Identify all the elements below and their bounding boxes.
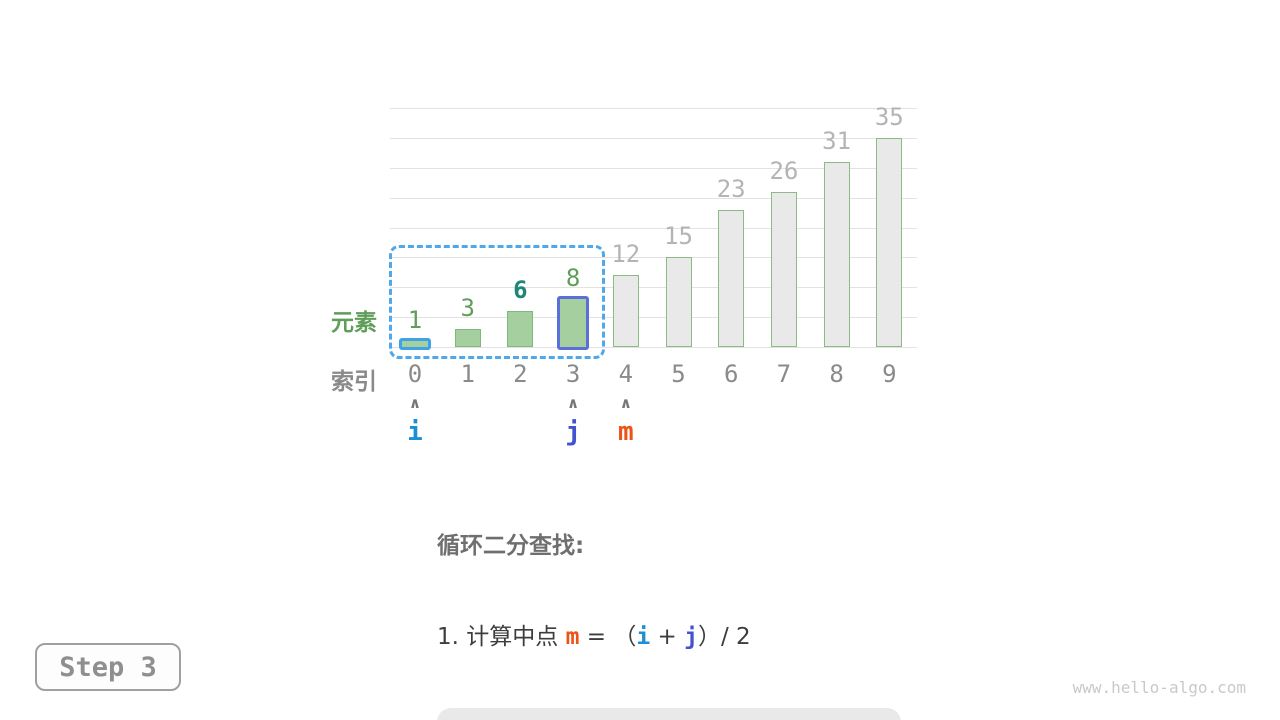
bar-value-label: 26 bbox=[769, 157, 799, 185]
bar-index-5 bbox=[665, 257, 692, 347]
index-label: 9 bbox=[882, 360, 897, 388]
caption-block: 循环二分查找: 1. 计算中点 m = （i + j）/ 2 2. ∵ nums… bbox=[437, 494, 901, 720]
grid-line bbox=[390, 198, 917, 199]
bar-value-label: 1 bbox=[407, 306, 423, 334]
step-badge: Step 3 bbox=[35, 643, 181, 691]
index-axis-label: 索引 bbox=[331, 369, 377, 395]
bar-index-1 bbox=[454, 329, 481, 347]
step1-text-mid1: = （ bbox=[579, 624, 637, 650]
bar-index-9 bbox=[876, 138, 903, 347]
bar-index-6 bbox=[718, 210, 745, 347]
bar-value-label: 35 bbox=[874, 103, 904, 131]
index-label: 7 bbox=[776, 360, 792, 388]
caption-heading: 循环二分查找: bbox=[437, 533, 585, 559]
bar-index-8 bbox=[823, 162, 850, 347]
index-label: 6 bbox=[723, 360, 739, 388]
step1-text-mid2: + bbox=[650, 624, 685, 650]
grid-line bbox=[390, 108, 917, 109]
index-label: 8 bbox=[829, 360, 844, 388]
grid-line bbox=[390, 138, 917, 139]
step1-text-suffix: ）/ 2 bbox=[697, 624, 751, 650]
bar-index-0 bbox=[399, 338, 431, 350]
index-label: 4 bbox=[618, 360, 634, 388]
index-label: 2 bbox=[513, 360, 528, 388]
bar-index-4 bbox=[612, 275, 639, 347]
bar-value-label: 6 bbox=[513, 276, 528, 304]
bar-index-7 bbox=[770, 192, 797, 347]
index-label: 1 bbox=[460, 360, 475, 388]
grid-line bbox=[390, 257, 917, 258]
j-pointer-caret-icon: ∧ bbox=[567, 394, 580, 412]
bar-value-label: 15 bbox=[664, 222, 693, 250]
i-pointer-token: i bbox=[636, 624, 651, 650]
i-pointer-caret-icon: ∧ bbox=[408, 394, 422, 412]
i-pointer-label: i bbox=[407, 417, 423, 447]
step1-text-prefix: 1. 计算中点 bbox=[437, 624, 566, 650]
j-pointer-token: j bbox=[684, 624, 698, 650]
bar-value-label: 12 bbox=[611, 240, 641, 268]
bar-index-2 bbox=[507, 311, 534, 347]
caption-step2-box: 2. ∵ nums[m] > target ∴ 执行 j = m − 1 缩小搜… bbox=[437, 708, 901, 720]
bar-value-label: 3 bbox=[460, 294, 475, 322]
m-pointer-token: m bbox=[565, 624, 580, 650]
bar-index-3 bbox=[557, 296, 590, 350]
watermark: www.hello-algo.com bbox=[1072, 678, 1246, 697]
index-label: 3 bbox=[565, 360, 581, 388]
index-label: 5 bbox=[671, 360, 686, 388]
j-pointer-label: j bbox=[565, 417, 581, 447]
index-label: 0 bbox=[407, 360, 423, 388]
m-pointer-caret-icon: ∧ bbox=[619, 394, 632, 412]
search-range-box bbox=[389, 245, 606, 359]
caption-step1: 1. 计算中点 m = （i + j）/ 2 bbox=[437, 622, 901, 652]
grid-line bbox=[390, 347, 917, 348]
bar-value-label: 31 bbox=[822, 127, 852, 155]
grid-line bbox=[390, 287, 917, 288]
m-pointer-label: m bbox=[617, 417, 634, 447]
element-axis-label: 元素 bbox=[331, 310, 377, 336]
grid-line bbox=[390, 168, 917, 169]
bar-value-label: 23 bbox=[716, 175, 746, 203]
grid-line bbox=[390, 228, 917, 229]
bar-value-label: 8 bbox=[565, 264, 581, 292]
grid-line bbox=[390, 317, 917, 318]
